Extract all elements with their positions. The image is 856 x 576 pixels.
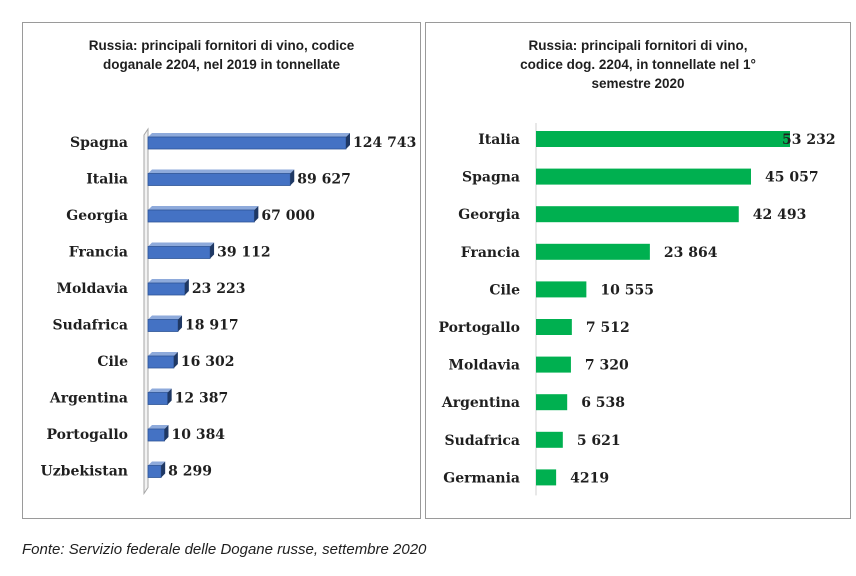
category-label-spagna: Spagna [70,135,128,151]
value-label-moldavia: 7 320 [585,358,629,374]
bar-side-face [161,461,166,478]
value-label-spagna: 45 057 [765,170,819,186]
bar-sudafrica [147,315,183,332]
category-label-georgia: Georgia [66,208,128,224]
bar-cile [147,352,178,369]
bar-front-face [147,319,179,332]
bar-side-face [254,206,259,222]
category-label-spagna: Spagna [462,170,520,186]
category-label-georgia: Georgia [458,207,520,223]
value-label-cile: 16 302 [181,354,235,370]
value-label-spagna: 124 743 [353,135,416,151]
bar-front-face [147,355,175,369]
bar-moldavia [536,356,571,373]
bar-top-face [148,133,350,137]
bar-front-face [147,246,211,259]
bar-francia [536,243,650,260]
bar-cile [536,281,587,298]
chart-panel-2020: Russia: principali fornitori di vino, co… [425,22,851,519]
bar-spagna [536,168,751,185]
bar-side-face [164,425,169,441]
bar-top-face [148,279,189,283]
bar-chart-2020: Italia 53 232 Spagna 45 057 Georgia 42 493 Fra… [438,123,836,496]
bar-chart-2019: Spagna 124 743 Italia 89 627 Georgia 67 000 Fr… [41,127,416,496]
bar-side-face [346,133,350,149]
value-label-germania: 4219 [570,470,609,486]
value-label-georgia: 42 493 [753,207,807,223]
bar-spagna [147,133,350,150]
bar-uzbekistan [147,461,166,478]
bar-front-face [147,209,255,223]
bar-top-face [148,206,259,210]
chart-title-2020: Russia: principali fornitori di vino, co… [520,38,756,91]
category-label-francia: Francia [69,245,128,261]
axis-wall [143,127,149,496]
bar-side-face [210,242,215,259]
category-label-cile: Cile [489,282,520,298]
category-label-francia: Francia [461,245,520,261]
bar-side-face [290,169,295,186]
bar-side-face [178,315,183,332]
bar-top-face [148,352,178,356]
value-label-georgia: 67 000 [261,208,315,224]
value-label-francia: 39 112 [217,245,271,261]
category-label-cile: Cile [97,354,128,370]
bar-italia [147,169,295,186]
value-label-argentina: 12 387 [175,391,229,407]
bar-top-face [148,388,172,393]
category-label-portogallo: Portogallo [46,427,128,443]
value-label-italia: 53 232 [782,132,836,148]
bar-front-face [147,282,186,296]
bar-top-face [148,425,169,429]
bar-italia [536,131,790,147]
value-label-uzbekistan: 8 299 [168,464,212,480]
bar-top-face [148,461,166,466]
value-label-sudafrica: 18 917 [185,318,239,334]
bar-germania [536,469,557,486]
category-label-portogallo: Portogallo [438,320,520,336]
bar-portogallo [536,319,572,335]
bar-top-face [148,315,183,320]
value-label-moldavia: 23 223 [192,281,246,297]
bar-front-face [147,465,162,478]
bar-portogallo [147,425,169,442]
value-label-francia: 23 864 [664,245,718,261]
bar-front-face [147,136,347,150]
value-label-cile: 10 555 [600,282,654,298]
category-label-sudafrica: Sudafrica [445,433,520,449]
bar-side-face [184,279,189,295]
bar-side-face [167,388,172,405]
bar-front-face [147,428,165,442]
bar-francia [147,242,215,259]
bar-argentina [536,394,568,411]
bar-sudafrica [536,431,563,448]
chart-title-2019: Russia: principali fornitori di vino, co… [88,38,355,72]
chart-panel-2019: Russia: principali fornitori di vino, co… [22,22,421,519]
bar-georgia [147,206,259,223]
value-label-sudafrica: 5 621 [577,433,621,449]
value-label-italia: 89 627 [297,172,351,188]
bar-georgia [536,206,739,223]
category-label-moldavia: Moldavia [448,358,520,374]
bar-top-face [148,242,215,247]
bar-argentina [147,388,172,405]
source-note: Fonte: Servizio federale delle Dogane ru… [22,541,427,558]
bar-side-face [173,352,178,368]
bar-moldavia [147,279,189,296]
bar-top-face [148,169,295,174]
bar-front-face [147,392,169,405]
category-label-argentina: Argentina [49,391,128,407]
value-label-argentina: 6 538 [581,395,625,411]
category-label-moldavia: Moldavia [56,281,128,297]
category-label-italia: Italia [478,132,520,148]
category-label-uzbekistan: Uzbekistan [41,464,128,480]
bar-front-face [147,173,291,186]
value-label-portogallo: 10 384 [171,427,225,443]
category-label-germania: Germania [443,470,520,486]
category-label-italia: Italia [86,172,128,188]
category-label-argentina: Argentina [441,395,520,411]
value-label-portogallo: 7 512 [586,320,630,336]
category-label-sudafrica: Sudafrica [53,318,128,334]
